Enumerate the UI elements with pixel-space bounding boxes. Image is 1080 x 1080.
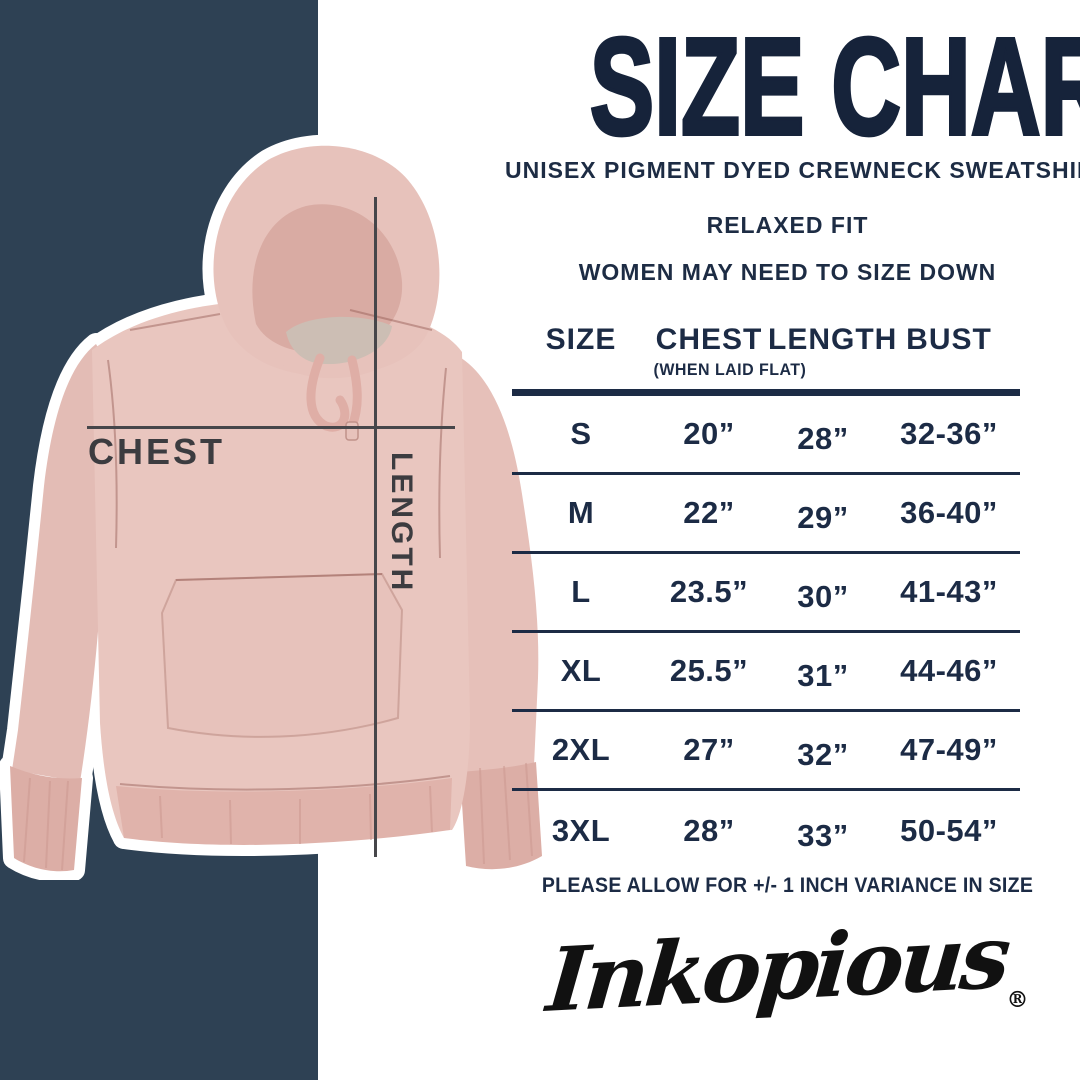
chest-measure-line: [87, 426, 455, 429]
brand-logo-text: Inkopious: [542, 904, 1011, 1032]
column-header-chest: CHEST (WHEN LAID FLAT): [653, 323, 807, 379]
length-measure-label: LENGTH: [385, 452, 418, 594]
length-value: 29”: [797, 500, 849, 535]
subtitle-fit: RELAXED FIT: [706, 212, 869, 238]
hoodie-neck-fold: [268, 340, 406, 379]
length-value: 31”: [797, 658, 849, 693]
variance-note: PLEASE ALLOW FOR +/- 1 INCH VARIANCE IN …: [541, 874, 1034, 897]
table-row-s: S 20” 28” 32-36”: [512, 396, 1020, 475]
bust-value: 36-40”: [900, 495, 998, 530]
chest-value: 28”: [683, 812, 735, 848]
size-value: S: [570, 416, 592, 451]
hoodie-hood-inner: [252, 204, 403, 353]
hoodie-product-image: [0, 134, 553, 880]
subtitle-product: UNISEX PIGMENT DYED CREWNECK SWEATSHIRT: [505, 157, 1080, 183]
table-row-3xl: 3XL 28” 33” 50-54”: [512, 791, 1020, 870]
table-row-l: L 23.5” 30” 41-43”: [512, 554, 1020, 633]
chest-measure-label: CHEST: [88, 431, 226, 472]
hoodie-drawstring-right: [347, 355, 362, 431]
size-value: 3XL: [551, 812, 611, 848]
size-table-header: SIZE CHEST (WHEN LAID FLAT) LENGTH BUST: [512, 322, 1020, 380]
length-measure-line: [374, 197, 377, 857]
hoodie-pocket: [160, 572, 404, 738]
chest-value: 27”: [683, 732, 735, 767]
length-value: 30”: [797, 579, 849, 614]
bust-value: 32-36”: [900, 416, 998, 451]
size-value: XL: [560, 653, 602, 688]
hoodie-hem-ribbing: [116, 778, 452, 845]
bust-value: 50-54”: [900, 812, 998, 848]
page-title: SIZE CHART: [588, 10, 1080, 164]
hoodie-drawstring-left: [306, 353, 350, 432]
brand-logo: Inkopious®: [505, 904, 1070, 1032]
size-value: 2XL: [551, 732, 611, 767]
column-header-length: LENGTH: [768, 323, 898, 356]
size-value: M: [567, 495, 595, 530]
bust-value: 41-43”: [900, 574, 998, 609]
column-header-bust: BUST: [906, 323, 992, 356]
size-chart-panel: SIZE CHART UNISEX PIGMENT DYED CREWNECK …: [505, 0, 1080, 1080]
table-header-rule: [512, 389, 1020, 396]
chest-value: 20”: [683, 416, 735, 451]
size-table: SIZE CHEST (WHEN LAID FLAT) LENGTH BUST …: [512, 322, 1020, 870]
length-value: 32”: [797, 737, 849, 772]
table-row-xl: XL 25.5” 31” 44-46”: [512, 633, 1020, 712]
hoodie-hood-lining: [286, 316, 392, 365]
chest-value: 23.5”: [669, 574, 749, 609]
chest-column-note: (WHEN LAID FLAT): [653, 360, 807, 379]
hoodie-rib-texture: [23, 762, 533, 871]
bust-value: 44-46”: [900, 653, 998, 688]
bust-value: 47-49”: [900, 732, 998, 767]
chest-value: 22”: [683, 495, 735, 530]
hoodie-seams: [107, 309, 451, 791]
chest-value: 25.5”: [669, 653, 749, 688]
hoodie-drawstring-aglet: [345, 421, 359, 441]
table-row-m: M 22” 29” 36-40”: [512, 475, 1020, 554]
length-value: 28”: [797, 421, 849, 456]
column-header-size: SIZE: [545, 323, 617, 356]
length-value: 33”: [797, 817, 849, 853]
size-value: L: [571, 574, 591, 609]
registered-trademark-icon: ®: [1006, 987, 1029, 1013]
table-row-2xl: 2XL 27” 32” 47-49”: [512, 712, 1020, 791]
hoodie-left-sleeve: [12, 344, 108, 782]
subtitle-sizing-advice: WOMEN MAY NEED TO SIZE DOWN: [578, 259, 997, 285]
